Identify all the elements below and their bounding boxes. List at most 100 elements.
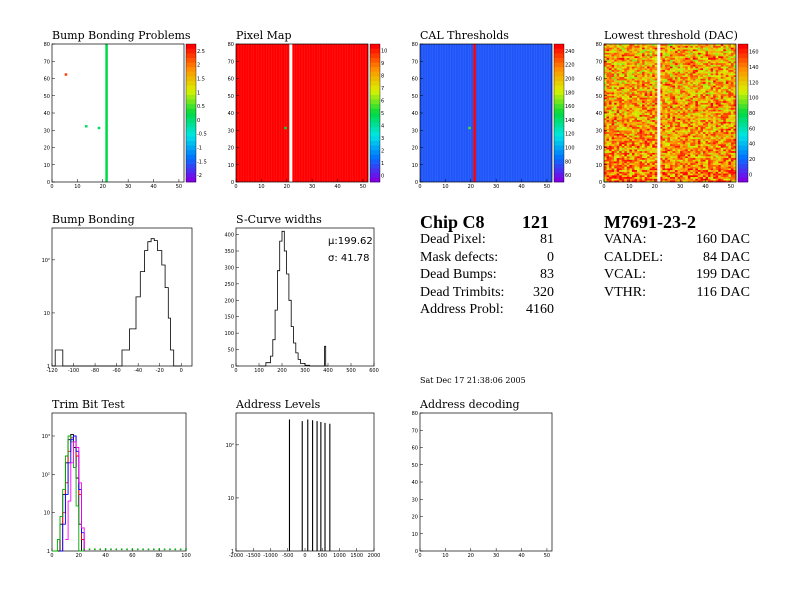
map-cell bbox=[715, 159, 719, 162]
map-cell bbox=[616, 173, 620, 176]
x-tick-label: 20 bbox=[652, 184, 658, 190]
colorbar-cell bbox=[370, 67, 380, 72]
map-cell bbox=[604, 73, 607, 76]
map-cell bbox=[654, 81, 658, 84]
map-cell bbox=[705, 159, 709, 162]
map-cell bbox=[642, 106, 645, 109]
map-cell bbox=[728, 140, 732, 143]
map-cell bbox=[705, 113, 709, 115]
map-cell bbox=[616, 168, 620, 171]
map-cell bbox=[715, 95, 719, 98]
map-cell bbox=[680, 47, 683, 50]
map-cell bbox=[604, 168, 607, 171]
map-cell bbox=[730, 180, 734, 183]
map-cell bbox=[723, 125, 727, 127]
map-cell bbox=[664, 114, 668, 117]
map-cell bbox=[649, 147, 653, 150]
map-cell bbox=[639, 144, 643, 146]
map-cell bbox=[670, 113, 673, 115]
map-cell bbox=[700, 56, 704, 58]
map-cell bbox=[733, 150, 737, 153]
map-cell bbox=[616, 149, 620, 152]
map-cell bbox=[728, 113, 732, 115]
map-cell bbox=[720, 149, 724, 152]
map-cell bbox=[690, 94, 694, 96]
map-cell bbox=[606, 47, 610, 50]
map-cell bbox=[677, 126, 681, 129]
map-cell bbox=[715, 68, 719, 71]
map-cell bbox=[634, 118, 638, 121]
map-cell bbox=[715, 94, 719, 96]
map-cell bbox=[718, 175, 721, 178]
chart: 0 10 20 30 40 50010203040506070802.521.510.50… bbox=[44, 42, 207, 190]
colorbar-cell bbox=[738, 136, 748, 141]
map-cell bbox=[652, 97, 655, 100]
map-cell bbox=[659, 66, 663, 69]
map-cell bbox=[619, 109, 622, 112]
map-cell bbox=[670, 144, 673, 146]
map-cell bbox=[675, 78, 678, 81]
map-cell bbox=[614, 157, 617, 160]
map-cell bbox=[692, 157, 696, 160]
map-cell bbox=[667, 80, 671, 83]
map-cell bbox=[639, 128, 643, 131]
map-cell bbox=[604, 154, 607, 157]
map-cell bbox=[662, 137, 666, 140]
map-cell bbox=[677, 116, 681, 119]
info-value: 320 bbox=[533, 284, 554, 300]
map-cell bbox=[733, 104, 737, 107]
map-cell bbox=[675, 123, 678, 126]
map-cell bbox=[631, 135, 635, 138]
map-cell bbox=[609, 104, 612, 107]
map-cell bbox=[720, 118, 724, 121]
map-cell bbox=[637, 69, 640, 72]
map-cell bbox=[670, 123, 673, 126]
map-cell bbox=[713, 137, 716, 140]
map-cell bbox=[703, 111, 706, 114]
map-cell bbox=[616, 71, 620, 74]
map-cell bbox=[631, 90, 635, 93]
map-cell bbox=[715, 76, 719, 79]
map-cell bbox=[649, 164, 653, 167]
map-cell bbox=[672, 95, 676, 98]
map-cell bbox=[637, 106, 640, 109]
map-cell bbox=[659, 57, 663, 60]
map-cell bbox=[680, 57, 683, 60]
map-cell bbox=[677, 102, 681, 105]
map-cell bbox=[690, 97, 694, 100]
map-cell bbox=[672, 85, 676, 88]
map-cell bbox=[644, 50, 648, 53]
map-cell bbox=[604, 109, 607, 112]
map-cell bbox=[697, 99, 701, 102]
map-cell bbox=[710, 109, 714, 112]
map-cell bbox=[621, 131, 625, 134]
map-cell bbox=[659, 137, 663, 140]
map-cell bbox=[609, 142, 612, 145]
map-cell bbox=[639, 80, 643, 83]
chart: 0 10 20 30 40 5001020304050607080160140120100… bbox=[596, 42, 759, 190]
map-cell bbox=[725, 61, 729, 64]
map-cell bbox=[616, 57, 620, 60]
y-tick-label: 10 bbox=[228, 496, 234, 502]
map-cell bbox=[664, 176, 668, 179]
map-cell bbox=[685, 102, 688, 105]
colorbar-tick-label: -2 bbox=[197, 173, 202, 179]
map-cell bbox=[629, 180, 633, 183]
map-cell bbox=[680, 94, 683, 96]
map-cell bbox=[718, 92, 721, 95]
map-cell bbox=[616, 119, 620, 122]
colorbar-cell bbox=[554, 57, 564, 63]
map-cell bbox=[700, 126, 704, 129]
map-cell bbox=[733, 173, 737, 176]
map-cell bbox=[687, 69, 691, 72]
map-cell bbox=[639, 164, 643, 167]
map-cell bbox=[718, 163, 721, 165]
map-cell bbox=[725, 83, 729, 86]
map-cell bbox=[677, 157, 681, 160]
map-cell bbox=[609, 88, 612, 91]
map-cell bbox=[609, 133, 612, 136]
map-cell bbox=[708, 140, 711, 143]
map-cell bbox=[710, 166, 714, 169]
map-cell bbox=[654, 159, 658, 162]
map-cell bbox=[604, 83, 607, 86]
